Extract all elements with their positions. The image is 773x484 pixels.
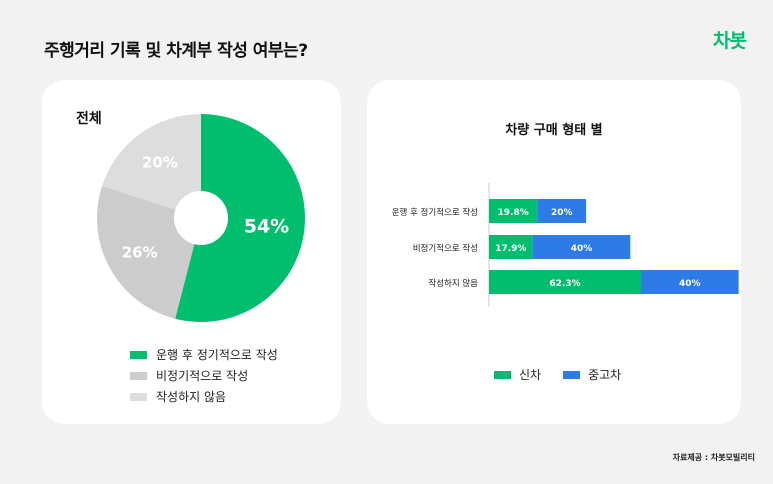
legend-swatch-used-car — [563, 370, 581, 379]
pie-chart-card: 전체 54% 26% 20% 운행 후 정기적으로 작성 비정기적으로 작성 작성하… — [42, 80, 341, 424]
legend-label: 비정기적으로 작성 — [156, 369, 249, 383]
bar-segment-used-car — [537, 199, 587, 223]
bar-segment-new-car — [489, 270, 642, 294]
bar-data-label: 40% — [571, 244, 593, 254]
pie-chart-title: 전체 — [76, 111, 102, 127]
bar-data-label: 17.9% — [495, 244, 526, 254]
y-tick-label: 작성하지 않음 — [428, 278, 478, 289]
y-tick-label: 비정기적으로 작성 — [413, 243, 478, 254]
y-tick-label: 운행 후 정기적으로 작성 — [392, 207, 478, 218]
pie-slice-regular — [175, 114, 306, 322]
source-credit: 자료제공 : 차봇모빌리티 — [672, 453, 755, 462]
pie-label-irregular: 26% — [122, 244, 158, 262]
pie-label-none: 20% — [142, 153, 178, 171]
legend-label: 작성하지 않음 — [156, 390, 227, 404]
bar-legend-item: 중고차 — [563, 366, 621, 383]
bar-segment-new-car — [489, 199, 538, 223]
bar-segment-new-car — [489, 235, 533, 259]
bar-legend: 신차 중고차 — [494, 366, 643, 383]
bar-data-label: 40% — [679, 279, 701, 289]
legend-swatch-new-car — [494, 370, 511, 379]
pie-legend: 운행 후 정기적으로 작성 비정기적으로 작성 작성하지 않음 — [130, 344, 278, 407]
pie-slice-none — [102, 114, 201, 218]
donut-hole — [174, 191, 228, 245]
bar-data-label: 19.8% — [498, 208, 529, 218]
bar-chart: 운행 후 정기적으로 작성 19.8% 20% 비정기적으로 작성 17.9% 40% 작성… — [392, 183, 739, 307]
legend-label: 운행 후 정기적으로 작성 — [156, 348, 278, 362]
pie-legend-item: 운행 후 정기적으로 작성 — [130, 344, 278, 365]
bar-data-label: 20% — [551, 208, 573, 218]
pie-legend-item: 작성하지 않음 — [130, 386, 278, 407]
pie-label-regular: 54% — [244, 215, 289, 237]
legend-swatch-none — [130, 392, 147, 401]
legend-label: 중고차 — [588, 368, 622, 382]
legend-swatch-regular — [130, 350, 147, 359]
legend-label: 신차 — [519, 368, 542, 382]
bar-segment-used-car — [532, 235, 631, 259]
bar-legend-item: 신차 — [494, 366, 541, 383]
bar-segment-used-car — [641, 270, 739, 294]
brand-logo: 차봇 — [713, 30, 747, 52]
pie-chart: 54% 26% 20% — [96, 114, 306, 322]
bar-chart-title: 차량 구매 형태 별 — [505, 123, 603, 138]
pie-legend-item: 비정기적으로 작성 — [130, 365, 278, 386]
bar-data-label: 62.3% — [549, 279, 580, 289]
legend-swatch-irregular — [130, 371, 147, 380]
page-title: 주행거리 기록 및 차계부 작성 여부는? — [44, 41, 308, 61]
bar-chart-card: 차량 구매 형태 별 운행 후 정기적으로 작성 19.8% 20% 비정기적으로 작… — [367, 80, 741, 424]
